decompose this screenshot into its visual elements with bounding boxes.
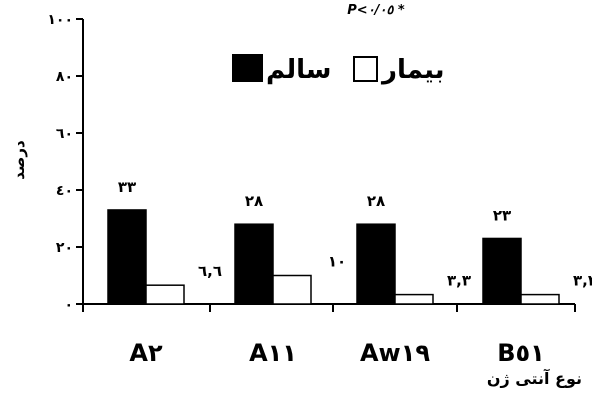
data-label-patient: ٦,٦ [198,262,222,280]
plot-area: ٠ ٢٠ ٤٠ ٦٠ ٨٠ ١٠٠ ٣٣ ٦,٦ A٢ ٢٨ ١٠ A١١ ٢٨ ٣,٣ Aw١٩ ٢٣ ٣,٣… [47,12,592,367]
legend-swatch-patient [353,56,378,82]
legend-label-patient: بیمار [380,55,445,85]
x-category-label: A١١ [249,339,297,367]
y-tick-label: ٢٠ [56,240,73,256]
legend-label-healthy: سالم [266,55,331,85]
bar-healthy [482,237,522,305]
y-axis-label: درصد [10,140,28,180]
bar-patient [520,293,560,305]
significance-annotation: P<٠/٠٥ * [347,3,405,18]
bar-patient [145,284,185,305]
x-category-label: A٢ [129,339,163,367]
y-tick-label: ٠ [64,297,73,313]
x-category-label: Aw١٩ [360,339,430,367]
bar-healthy [234,223,274,305]
y-tick-label: ٦٠ [56,126,73,142]
bar-healthy [356,223,396,305]
legend: سالم بیمار [232,54,445,85]
data-label-patient: ٣,٣ [447,272,471,290]
y-tick-label: ٤٠ [56,183,73,199]
x-category-label: B٥١ [497,339,545,367]
data-label-patient: ١٠ [328,253,346,271]
data-label-healthy: ٢٨ [367,192,385,210]
bar-healthy [107,209,147,305]
bar-patient [272,274,312,305]
x-axis-label: نوع آنتی ژن [487,368,582,388]
data-label-healthy: ٢٣ [493,206,511,224]
data-label-healthy: ٣٣ [118,178,136,196]
y-tick-label: ١٠٠ [47,12,73,28]
bar-patient [394,293,434,305]
y-tick-label: ٨٠ [56,69,73,85]
data-label-healthy: ٢٨ [245,192,263,210]
legend-swatch-healthy [232,54,263,82]
data-label-patient: ٣,٣ [573,272,592,290]
